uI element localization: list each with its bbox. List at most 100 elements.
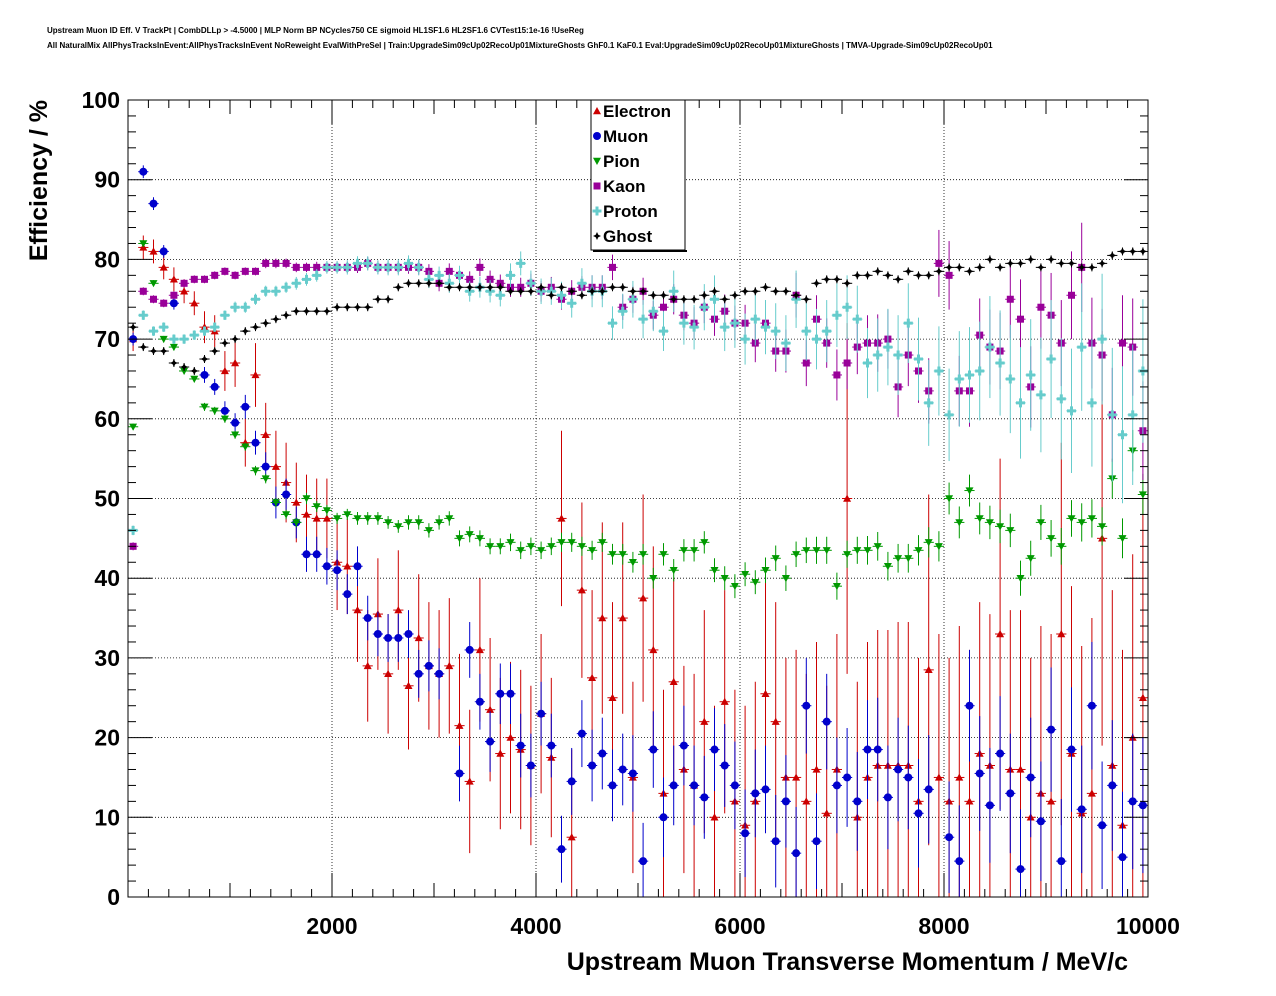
data-point [424,279,433,288]
data-point [659,291,668,300]
data-point [893,350,903,360]
data-point [577,291,586,300]
data-point [751,789,760,798]
data-point [343,511,352,519]
data-point [751,578,760,587]
data-point [822,547,831,555]
data-point [700,539,709,547]
data-point [1097,334,1107,344]
data-point [302,510,311,518]
data-point [1016,575,1025,583]
data-point [995,358,1005,368]
data-point [1067,745,1076,754]
data-point [873,745,882,754]
data-point [771,717,780,725]
data-point [312,307,321,316]
data-point [577,586,586,594]
data-point [180,362,189,371]
data-point [1026,370,1036,380]
data-point [180,287,189,295]
y-tick-label: 10 [94,804,120,830]
data-point [700,717,709,725]
data-point [883,342,893,352]
data-point [353,562,362,571]
data-point [261,430,270,438]
data-point [292,498,301,506]
data-point [863,745,872,754]
data-point [343,562,352,570]
data-point [965,267,974,276]
data-point [567,298,577,308]
data-point [261,319,270,328]
y-tick-label: 100 [82,87,120,113]
data-point [252,267,259,275]
data-point [792,773,801,781]
y-tick-label: 90 [94,167,120,193]
data-point [465,645,474,654]
data-point [159,347,168,356]
data-point [822,275,831,284]
data-point [220,406,229,415]
data-point [567,777,576,786]
data-point [975,366,985,376]
data-point [526,543,535,551]
data-point [282,259,290,267]
y-tick-label: 60 [94,406,120,432]
data-point [792,291,801,300]
y-tick-label: 80 [94,246,120,272]
data-point [832,310,842,320]
data-point [1087,398,1097,408]
data-point [506,270,515,280]
series-pion [128,240,1148,600]
data-point [1128,797,1137,806]
data-point [424,661,433,670]
data-point [353,258,362,268]
data-point [373,515,382,523]
data-point [414,633,423,642]
data-point [526,287,535,296]
data-point [761,785,770,794]
data-point [934,543,943,551]
data-point [271,286,281,296]
data-point [1046,354,1056,364]
data-point [894,555,903,563]
data-point [1057,543,1066,551]
data-point [609,263,616,271]
data-point [211,271,219,279]
data-point [904,267,913,276]
data-point [373,295,382,304]
data-point [1016,259,1025,268]
data-point [1017,315,1024,323]
data-point [598,287,607,296]
data-point [159,247,168,256]
data-point [1057,857,1066,866]
data-point [220,415,229,423]
data-point [639,594,648,602]
data-point [802,797,811,805]
data-point [679,741,688,750]
data-point [985,519,994,527]
data-point [271,315,280,324]
data-point [251,438,260,447]
data-point [903,318,913,328]
data-point [945,833,954,842]
data-point [190,366,199,375]
data-point [924,665,933,674]
data-point [506,733,515,741]
data-point [679,547,688,555]
data-point [150,295,157,303]
data-point [1118,247,1127,256]
data-point [251,294,260,304]
data-point [220,339,229,348]
data-point [282,511,291,519]
data-point [475,535,484,543]
data-point [690,295,699,304]
data-point [883,271,892,280]
data-point [384,519,393,527]
series-muon [128,165,1148,897]
data-point [363,661,372,670]
series-ghost [128,247,1148,375]
data-point [516,287,525,296]
data-point [822,326,832,336]
x-tick-label: 6000 [714,913,765,939]
